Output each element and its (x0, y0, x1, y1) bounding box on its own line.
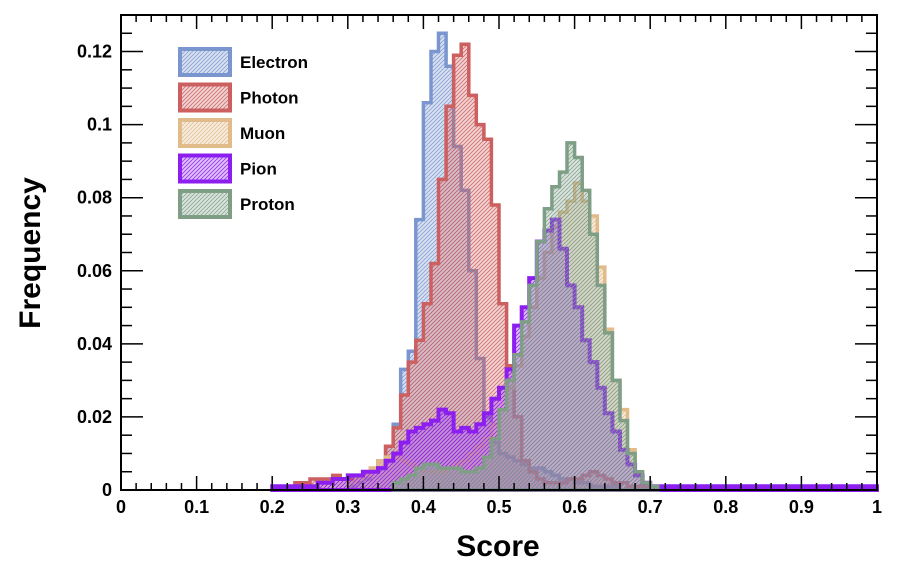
legend-label-proton: Proton (240, 195, 295, 214)
legend-swatch-photon (178, 82, 232, 113)
legend-swatch-pion (178, 153, 232, 184)
series-proton (391, 141, 660, 492)
legend-label-electron: Electron (240, 53, 308, 72)
y-tick-label: 0.02 (77, 407, 112, 427)
legend: Electron Photon Muon Pion Proton (178, 47, 308, 219)
series-layer (270, 31, 879, 492)
x-tick-label: 0.7 (638, 497, 663, 517)
x-tick-label: 0 (116, 497, 126, 517)
x-axis-label: Score (456, 530, 539, 563)
x-tick-label: 0.4 (411, 497, 436, 517)
ticks-layer: 0 0.1 0.2 0.3 0.4 0.5 0.6 0.7 0.8 0.9 1 0 0.02 0.04 0.… (77, 14, 882, 517)
x-tick-label: 0.3 (335, 497, 360, 517)
x-tick-label: 0.9 (789, 497, 814, 517)
x-tick-label: 0.6 (562, 497, 587, 517)
legend-swatch-proton (178, 189, 232, 219)
x-tick-label: 0.2 (260, 497, 285, 517)
legend-label-muon: Muon (240, 124, 285, 143)
legend-swatch-muon (178, 118, 232, 148)
y-tick-label: 0 (102, 480, 112, 500)
legend-label-photon: Photon (240, 89, 299, 108)
x-tick-label: 0.8 (713, 497, 738, 517)
y-tick-label: 0.08 (77, 188, 112, 208)
y-tick-label: 0.1 (87, 115, 112, 135)
x-tick-label: 0.1 (184, 497, 209, 517)
y-tick-label: 0.06 (77, 261, 112, 281)
x-tick-label: 0.5 (486, 497, 511, 517)
y-axis-label: Frequency (14, 177, 47, 329)
legend-label-pion: Pion (240, 160, 277, 179)
x-tick-label: 1 (872, 497, 882, 517)
legend-swatch-electron (178, 47, 232, 77)
y-tick-label: 0.04 (77, 334, 112, 354)
y-tick-label: 0.12 (77, 42, 112, 62)
